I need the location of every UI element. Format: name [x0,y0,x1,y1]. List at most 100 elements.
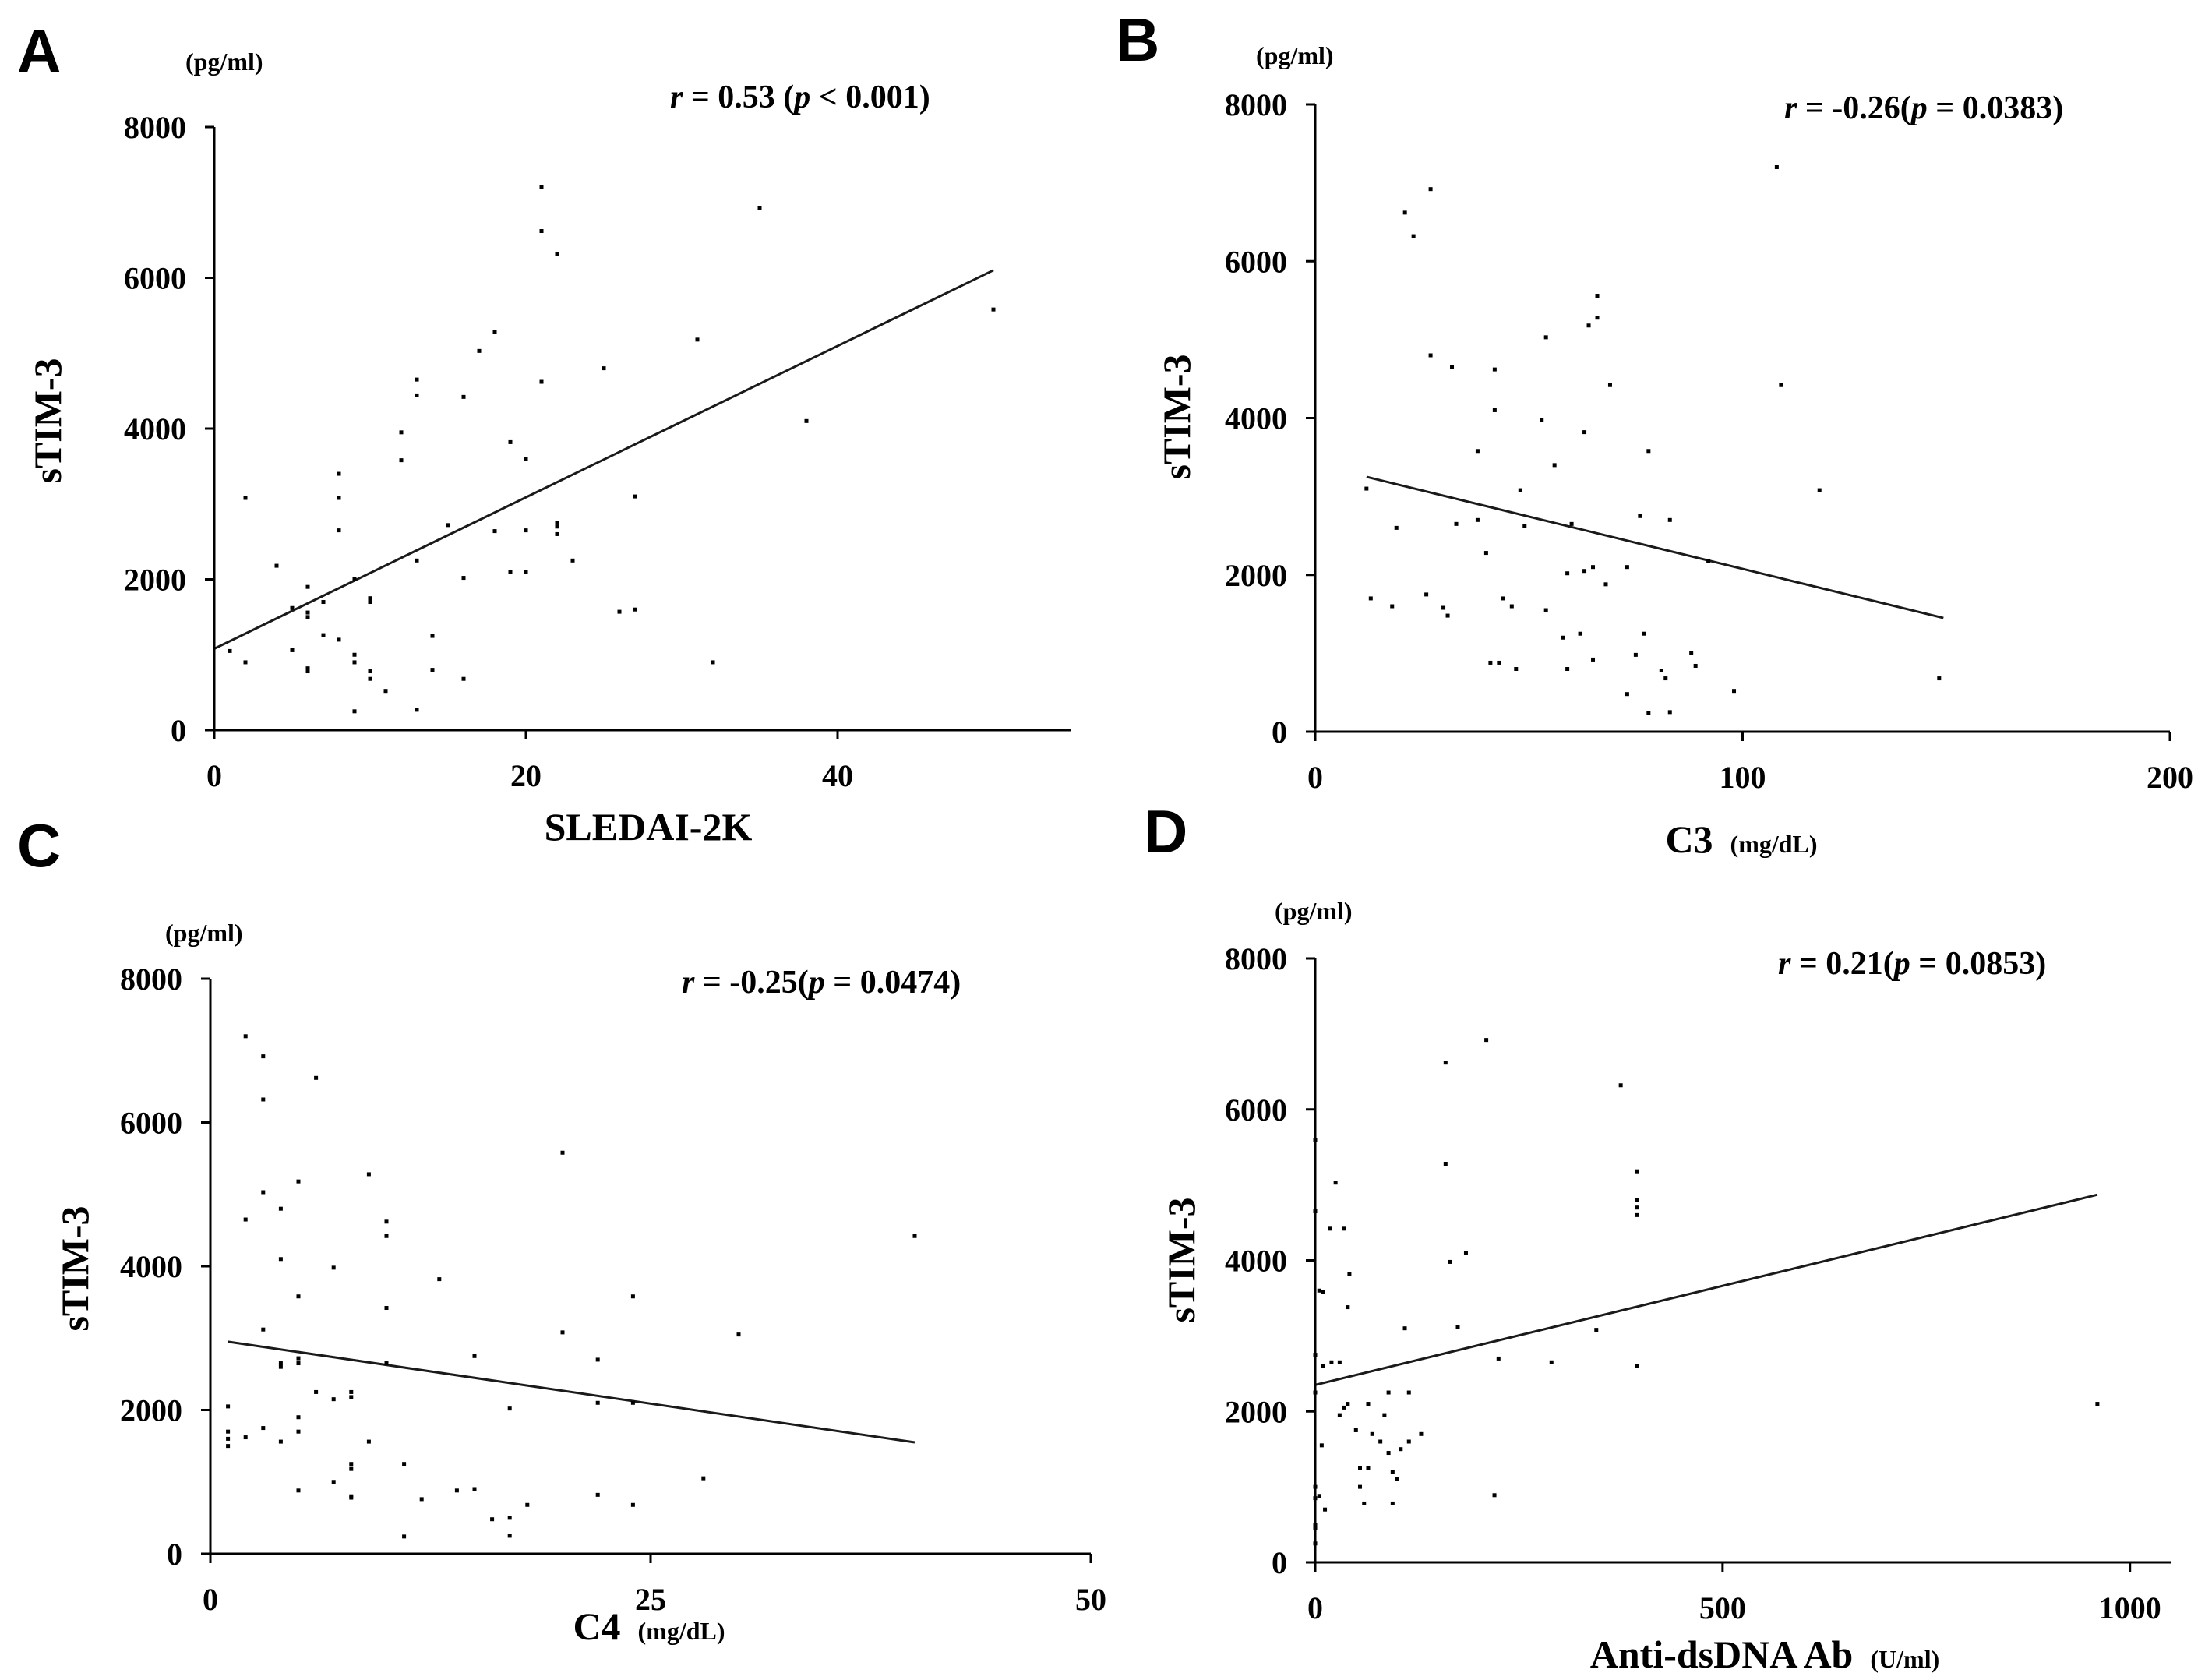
panel-a-data-point [555,531,559,536]
panel-b: B (pg/ml) r = -0.26(p = 0.0383) sTIM-3 C… [1116,5,2193,861]
panel-a-data-point [508,439,513,444]
panel-c-data-point [595,1357,600,1362]
panel-b-data-point [1591,657,1596,662]
panel-b-x-tick-label: 0 [1307,760,1323,795]
panel-b-data-point [1689,651,1694,655]
panel-b-p-label: p [1909,90,1928,126]
panel-b-data-point [1625,565,1629,570]
panel-b-data-point [1540,418,1544,422]
panel-a-data-point [368,596,372,601]
panel-d-data-point [1353,1428,1358,1432]
panel-d-data-point [1329,1360,1334,1364]
panel-c-data-point [261,1054,266,1059]
panel-d-r-label: r [1778,946,1791,982]
panel-d-data-point [1362,1501,1367,1505]
panel-a-r-value: = 0.53 ( [683,79,794,115]
panel-a-y-tick-label: 2000 [124,563,186,598]
panel-d-fit-layer [1314,1193,2098,1386]
panel-b-data-point [1441,605,1446,610]
panel-a-y-tick-label: 6000 [124,261,186,296]
panel-c-data-point [261,1190,266,1195]
panel-c-data-point [560,1330,565,1335]
panel-b-data-point [1663,676,1668,681]
panel-d-data-point [1549,1360,1554,1364]
panel-c-data-point [736,1332,741,1337]
panel-c-fit-layer [228,1340,915,1444]
panel-c-data-point [402,1534,407,1539]
panel-b-x-label-text: C3 [1665,817,1713,861]
panel-b-data-point [1667,517,1672,522]
panel-d-regression-line [1314,1193,2098,1386]
panel-d-points-layer [1313,1038,2100,1546]
panel-b-data-point [1667,710,1672,715]
panel-a-points-layer [228,185,996,714]
panel-d-data-point [1635,1205,1639,1210]
panel-d-x-label: Anti-dsDNA Ab (U/ml) [1590,1632,1939,1676]
panel-d-data-point [1443,1162,1448,1166]
panel-a-y-tick-label: 0 [171,713,186,748]
panel-d-data-point [1390,1501,1395,1505]
panel-c-points-layer [226,1034,917,1539]
panel-d-data-point [1635,1212,1639,1217]
panel-a-data-point [352,652,357,657]
panel-letter-a: A [17,16,61,85]
panel-c-data-point [261,1327,266,1332]
panel-b-data-point [1492,367,1497,372]
panel-c-data-point [278,1206,283,1211]
panel-c-y-tick-label: 8000 [120,962,182,997]
panel-c-data-point [243,1217,248,1222]
panel-d-data-point [1406,1390,1411,1395]
panel-a-data-point [321,633,326,637]
panel-b-data-point [1497,660,1501,665]
panel-b-data-point [1501,596,1505,601]
panel-c-data-point [296,1361,301,1366]
panel-b-data-point [1582,430,1587,435]
panel-d-data-point [1484,1038,1489,1043]
panel-b-data-point [1492,408,1497,412]
panel-c-data-point [296,1488,301,1493]
panel-a-data-point [695,337,700,342]
panel-c-data-point [525,1502,530,1507]
panel-c-data-point [349,1462,354,1466]
panel-a-data-point [352,660,357,665]
panel-c-data-point [296,1294,301,1299]
panel-b-y-label: sTIM-3 [1155,354,1198,479]
panel-b-data-point [1390,604,1395,609]
panel-a-data-point [415,393,419,397]
panel-d-y-label: sTIM-3 [1159,1197,1203,1322]
panel-d-data-point [1399,1447,1403,1452]
panel-c-data-point [507,1406,512,1411]
panel-c-y-tick-label: 6000 [120,1106,182,1141]
panel-c-y-tick-label: 0 [167,1537,182,1572]
panel-c-data-point [384,1219,389,1224]
panel-d-data-point [1635,1198,1639,1202]
panel-c-data-point [278,1257,283,1262]
panel-b-y-tick-label: 4000 [1225,401,1287,436]
panel-a-data-point [446,523,450,528]
panel-d: D (pg/ml) r = 0.21(p = 0.0853) sTIM-3 An… [1144,797,2171,1676]
panel-d-data-point [1323,1507,1328,1512]
panel-d-data-point [1342,1405,1346,1410]
panel-a-data-point [555,524,559,529]
panel-b-data-point [1424,592,1429,597]
panel-d-y-tick-label: 2000 [1225,1394,1287,1429]
panel-a-data-point [290,648,295,652]
panel-b-x-tick-label: 200 [2147,760,2193,795]
panel-b-y-tick-label: 2000 [1225,558,1287,593]
panel-b-regression-line [1366,475,1944,619]
panel-d-data-point [1337,1413,1342,1417]
panel-a-data-point [633,494,637,499]
panel-b-data-point [1779,383,1783,387]
panel-a-data-point [368,676,372,681]
panel-b-data-point [1642,631,1646,636]
panel-b-data-point [1552,463,1557,468]
panel-b-data-point [1693,663,1698,668]
panel-a-data-point [991,307,996,312]
panel-a-data-point [337,471,341,476]
panel-d-data-point [1455,1325,1460,1329]
panel-d-data-point [1347,1272,1352,1276]
panel-d-data-point [1317,1494,1321,1498]
panel-d-data-point [1346,1305,1350,1310]
panel-a-r-label: r [670,79,683,115]
panel-d-data-point [1390,1470,1395,1474]
